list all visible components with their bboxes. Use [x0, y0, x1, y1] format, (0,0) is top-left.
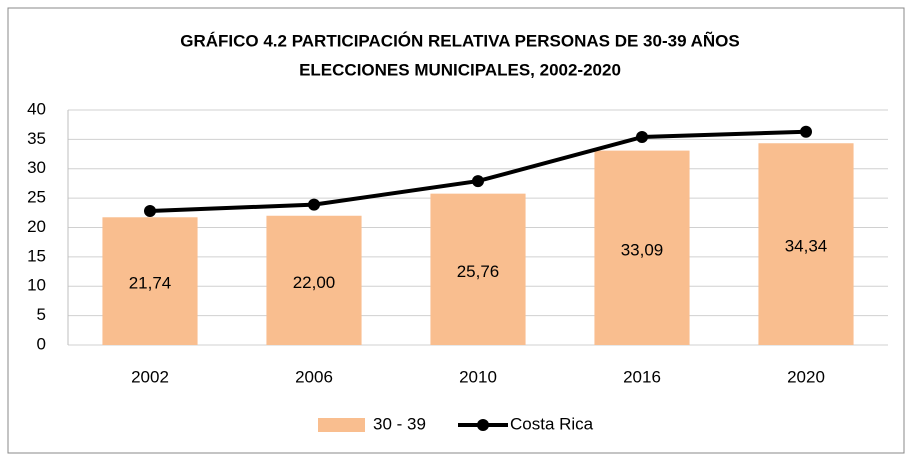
bar — [266, 215, 362, 345]
legend-label: 30 - 39 — [373, 414, 426, 433]
legend-marker — [477, 419, 489, 431]
chart-title: ELECCIONES MUNICIPALES, 2002-2020 — [299, 60, 621, 79]
y-tick-label: 40 — [27, 99, 46, 118]
chart-title: GRÁFICO 4.2 PARTICIPACIÓN RELATIVA PERSO… — [180, 30, 740, 50]
y-tick-label: 35 — [27, 129, 46, 148]
y-tick-label: 0 — [37, 334, 46, 353]
data-label: 21,74 — [129, 274, 172, 293]
bar — [430, 193, 526, 345]
legend-swatch — [318, 418, 365, 432]
y-tick-label: 15 — [27, 246, 46, 265]
marker — [636, 131, 648, 144]
x-tick-label: 2010 — [459, 367, 497, 386]
bar — [594, 150, 690, 345]
x-tick-label: 2020 — [787, 367, 825, 386]
y-tick-label: 20 — [27, 217, 46, 236]
marker — [472, 175, 484, 188]
y-tick-label: 10 — [27, 276, 46, 295]
y-tick-label: 5 — [37, 305, 46, 324]
data-label: 34,34 — [785, 237, 828, 256]
bar — [758, 143, 854, 345]
data-label: 33,09 — [621, 240, 664, 259]
legend-label: Costa Rica — [510, 414, 594, 433]
data-label: 25,76 — [457, 262, 500, 281]
y-tick-label: 30 — [27, 158, 46, 177]
data-label: 22,00 — [293, 273, 336, 292]
x-tick-label: 2006 — [295, 367, 333, 386]
x-tick-label: 2002 — [131, 367, 169, 386]
y-tick-label: 25 — [27, 188, 46, 207]
marker — [144, 205, 156, 218]
marker — [800, 125, 812, 138]
x-tick-label: 2016 — [623, 367, 661, 386]
bar — [102, 217, 198, 345]
marker — [308, 198, 320, 211]
